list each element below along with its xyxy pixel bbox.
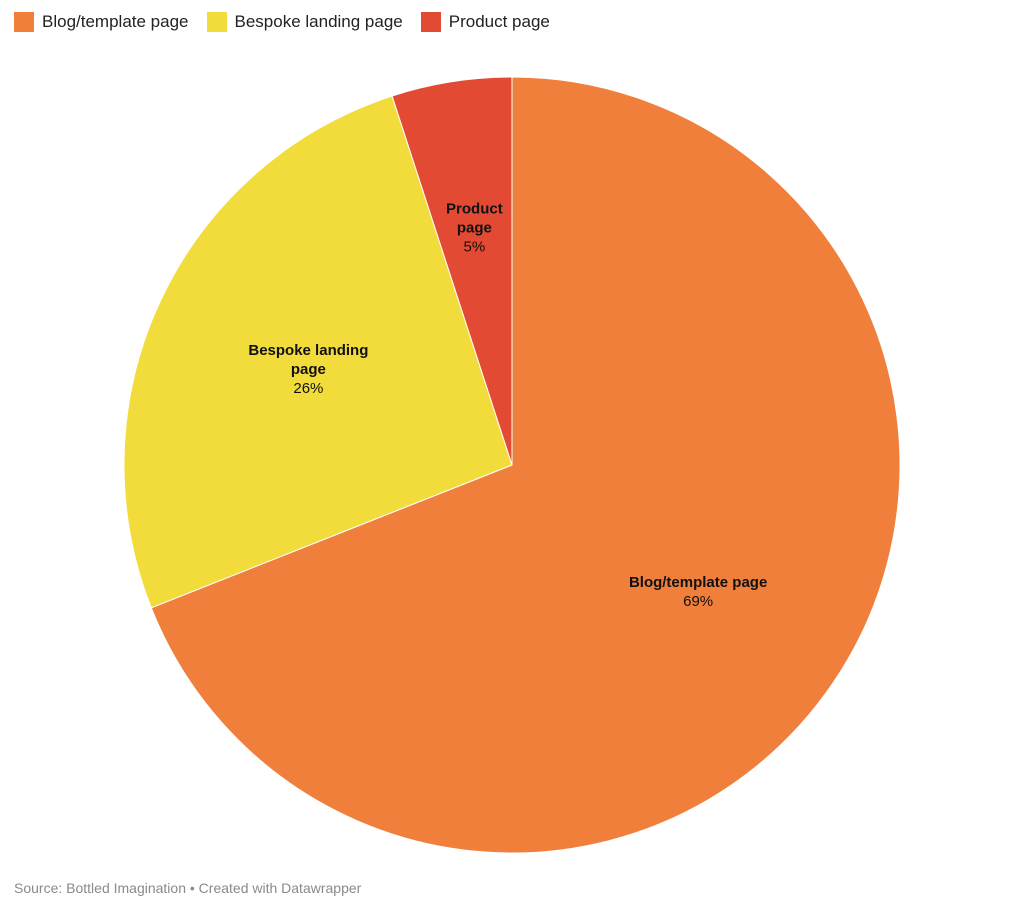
pie-label-value: 69% xyxy=(683,593,713,610)
legend-label-bespoke: Bespoke landing page xyxy=(234,12,403,31)
pie-label-value: 5% xyxy=(464,238,486,255)
legend-swatch-blog xyxy=(14,12,34,32)
pie-slice-product-page xyxy=(391,76,513,466)
legend-label-product: Product page xyxy=(448,12,550,31)
pie-label-product-page: Product page 5% xyxy=(446,200,503,255)
legend-swatch-bespoke xyxy=(206,12,227,32)
pie-label-blog-template-page: Blog/template page 69% xyxy=(629,574,767,610)
legend-label-blog: Blog/template page xyxy=(42,12,189,31)
pie-label-value: 26% xyxy=(293,380,323,397)
pie-label-name: Product xyxy=(446,200,503,217)
legend-swatch-product xyxy=(420,12,441,32)
pie-labels: Blog/template page 69% Bespoke landing page… xyxy=(248,200,767,610)
pie-chart: Blog/template page 69% Bespoke landing page… xyxy=(123,76,901,854)
pie-label-name: Blog/template page xyxy=(629,574,767,591)
pie-slice-blog-template-page xyxy=(150,76,901,854)
chart-legend: Blog/template page Bespoke landing page … xyxy=(14,12,550,32)
legend-item-product: Product page xyxy=(420,12,550,32)
pie-slices xyxy=(123,76,901,854)
pie-label-bespoke-landing-page: Bespoke landing page 26% xyxy=(248,342,368,397)
pie-label-name: page xyxy=(291,361,326,378)
pie-slice-bespoke-landing-page xyxy=(123,95,513,609)
legend-item-bespoke: Bespoke landing page xyxy=(206,12,403,32)
pie-label-name: page xyxy=(457,219,492,236)
legend-item-blog: Blog/template page xyxy=(14,12,189,32)
pie-label-name: Bespoke landing xyxy=(248,342,368,359)
source-footer: Source: Bottled Imagination • Created wi… xyxy=(14,880,362,896)
